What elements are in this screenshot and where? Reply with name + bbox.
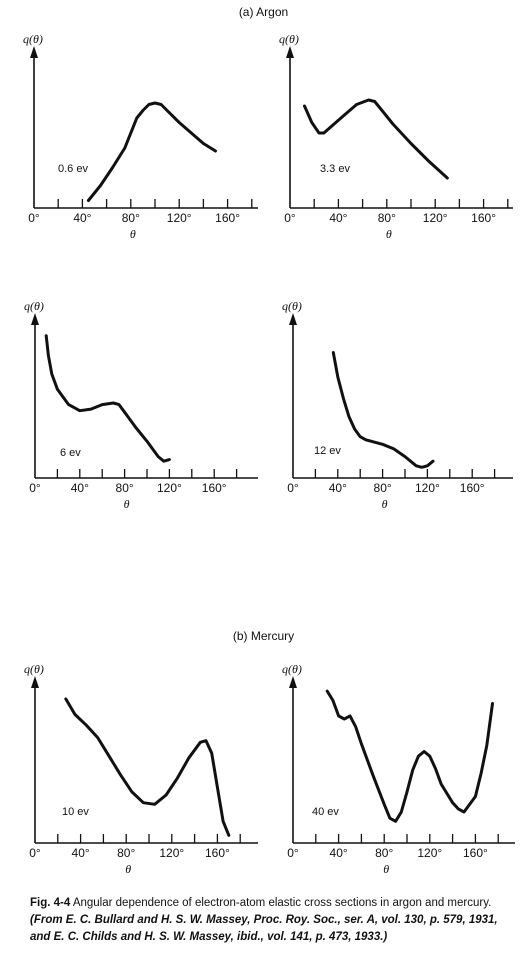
y-axis-arrow-icon	[289, 676, 297, 688]
y-axis-arrow-icon	[31, 676, 39, 688]
chart-panel-1: 0° 40° 80° 120° 160° q(θ) θ 0.6 ev	[23, 32, 258, 241]
x-tick-label: 120°	[415, 481, 440, 495]
x-tick-label: 80°	[116, 481, 134, 495]
x-tick-label: 80°	[122, 211, 140, 225]
cross-section-curve	[303, 98, 449, 180]
y-axis-label: q(θ)	[279, 32, 299, 46]
x-tick-label: 0°	[287, 481, 299, 495]
cross-section-curve	[86, 101, 217, 202]
x-tick-label: 160°	[205, 846, 230, 860]
x-tick-label: 80°	[117, 846, 135, 860]
y-axis-arrow-icon	[30, 46, 38, 58]
x-tick-label: 120°	[159, 846, 184, 860]
chart-panel-4: 0° 40° 80° 120° 160° q(θ) θ 12 ev	[282, 299, 513, 511]
x-tick-label: 0°	[284, 211, 296, 225]
x-tick-label: 40°	[73, 211, 91, 225]
x-tick-label: 0°	[29, 481, 41, 495]
x-axis-label: θ	[124, 497, 130, 511]
x-axis-label: θ	[382, 497, 388, 511]
x-tick-label: 40°	[71, 481, 89, 495]
caption-source: (From E. C. Bullard and H. S. W. Massey,…	[30, 914, 498, 943]
figure-caption: Fig. 4-4 Angular dependence of electron-…	[30, 895, 520, 946]
x-axis-label: θ	[383, 862, 389, 876]
y-axis-arrow-icon	[31, 313, 39, 325]
cross-section-curve	[325, 689, 494, 823]
x-axis-label: θ	[125, 862, 131, 876]
x-tick-label: 120°	[417, 846, 442, 860]
x-tick-label: 0°	[28, 211, 40, 225]
x-tick-label: 80°	[374, 481, 392, 495]
cross-section-curve	[44, 334, 171, 463]
energy-label: 6 ev	[60, 447, 81, 459]
x-axis-label: θ	[130, 227, 136, 241]
section-title-argon: (a) Argon	[238, 5, 289, 19]
x-tick-label: 0°	[29, 846, 41, 860]
y-axis-label: q(θ)	[24, 299, 44, 313]
y-axis-label: q(θ)	[23, 32, 43, 46]
x-tick-label: 160°	[471, 211, 496, 225]
x-tick-label: 120°	[423, 211, 448, 225]
chart-panel-5: 0° 40° 80° 120° 160° q(θ) θ 10 ev	[24, 662, 258, 876]
x-tick-label: 40°	[72, 846, 90, 860]
figure-panels: 0° 40° 80° 120° 160° q(θ) θ 0.6 ev 0° 40° 80° 120° 1…	[23, 32, 515, 876]
x-tick-label: 160°	[460, 481, 485, 495]
x-tick-label: 40°	[330, 846, 348, 860]
energy-label: 3.3 ev	[320, 163, 350, 175]
y-axis-label: q(θ)	[24, 662, 44, 676]
energy-label: 10 ev	[62, 806, 89, 818]
x-tick-label: 80°	[378, 211, 396, 225]
cross-section-curve	[331, 351, 435, 469]
chart-panel-2: 0° 40° 80° 120° 160° q(θ) θ 3.3 ev	[279, 32, 513, 241]
caption-text: Angular dependence of electron-atom elas…	[70, 897, 492, 909]
energy-label: 12 ev	[314, 445, 341, 457]
energy-label: 40 ev	[312, 806, 339, 818]
x-tick-label: 160°	[463, 846, 488, 860]
y-axis-arrow-icon	[289, 313, 297, 325]
energy-label: 0.6 ev	[58, 163, 88, 175]
x-axis-label: θ	[386, 227, 392, 241]
x-tick-label: 80°	[375, 846, 393, 860]
x-tick-label: 120°	[167, 211, 192, 225]
x-tick-label: 160°	[215, 211, 240, 225]
x-tick-label: 40°	[329, 211, 347, 225]
y-axis-label: q(θ)	[282, 662, 302, 676]
y-axis-arrow-icon	[286, 46, 294, 58]
chart-panel-6: 0° 40° 80° 120° 160° q(θ) θ 40 ev	[282, 662, 515, 876]
x-tick-label: 40°	[329, 481, 347, 495]
x-tick-label: 120°	[157, 481, 182, 495]
cross-section-curve	[64, 697, 231, 837]
x-tick-label: 160°	[202, 481, 227, 495]
chart-panel-3: 0° 40° 80° 120° 160° q(θ) θ 6 ev	[24, 299, 258, 511]
figure-number: Fig. 4-4	[30, 897, 71, 909]
y-axis-label: q(θ)	[282, 299, 302, 313]
section-title-mercury: (b) Mercury	[232, 629, 295, 643]
x-tick-label: 0°	[287, 846, 299, 860]
